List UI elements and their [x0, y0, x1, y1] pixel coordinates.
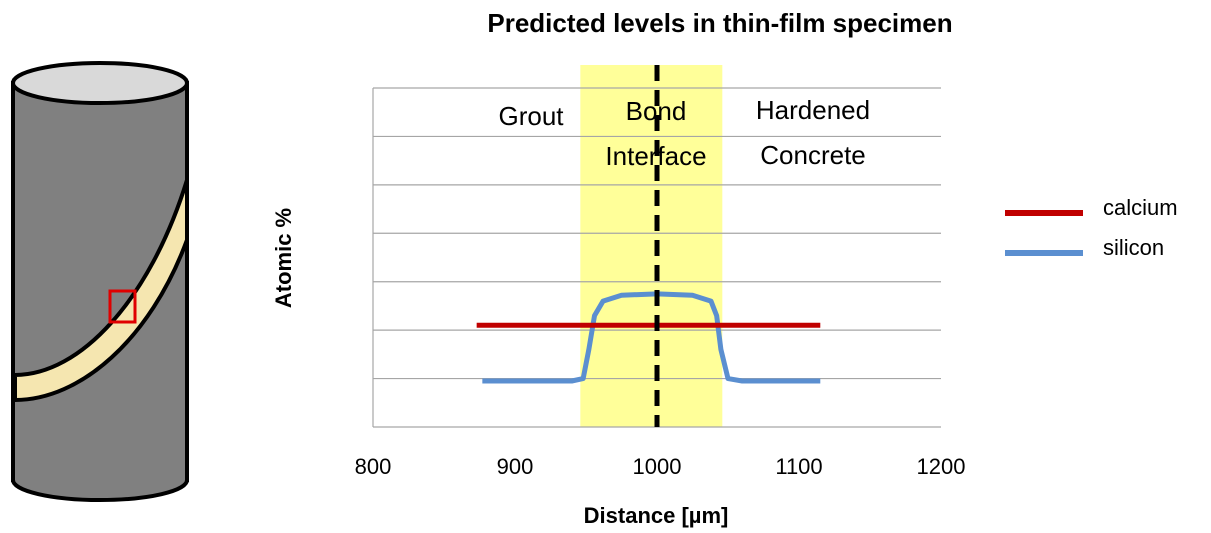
x-tick-label: 800 [355, 454, 392, 479]
legend-label: silicon [1103, 235, 1164, 260]
legend-label: calcium [1103, 195, 1178, 220]
bond-band [580, 65, 723, 427]
x-tick-label: 900 [497, 454, 534, 479]
chart-title: Predicted levels in thin-film specimen [487, 8, 952, 38]
region-label: Concrete [760, 140, 866, 170]
region-label: Grout [498, 101, 564, 131]
y-axis-label: Atomic % [271, 208, 296, 308]
x-tick-label: 1200 [917, 454, 966, 479]
x-tick-label: 1100 [775, 454, 822, 479]
specimen-diagram [11, 61, 189, 502]
region-label: Hardened [756, 95, 870, 125]
x-axis-label: Distance [µm] [584, 503, 729, 528]
x-tick-label: 1000 [633, 454, 682, 479]
